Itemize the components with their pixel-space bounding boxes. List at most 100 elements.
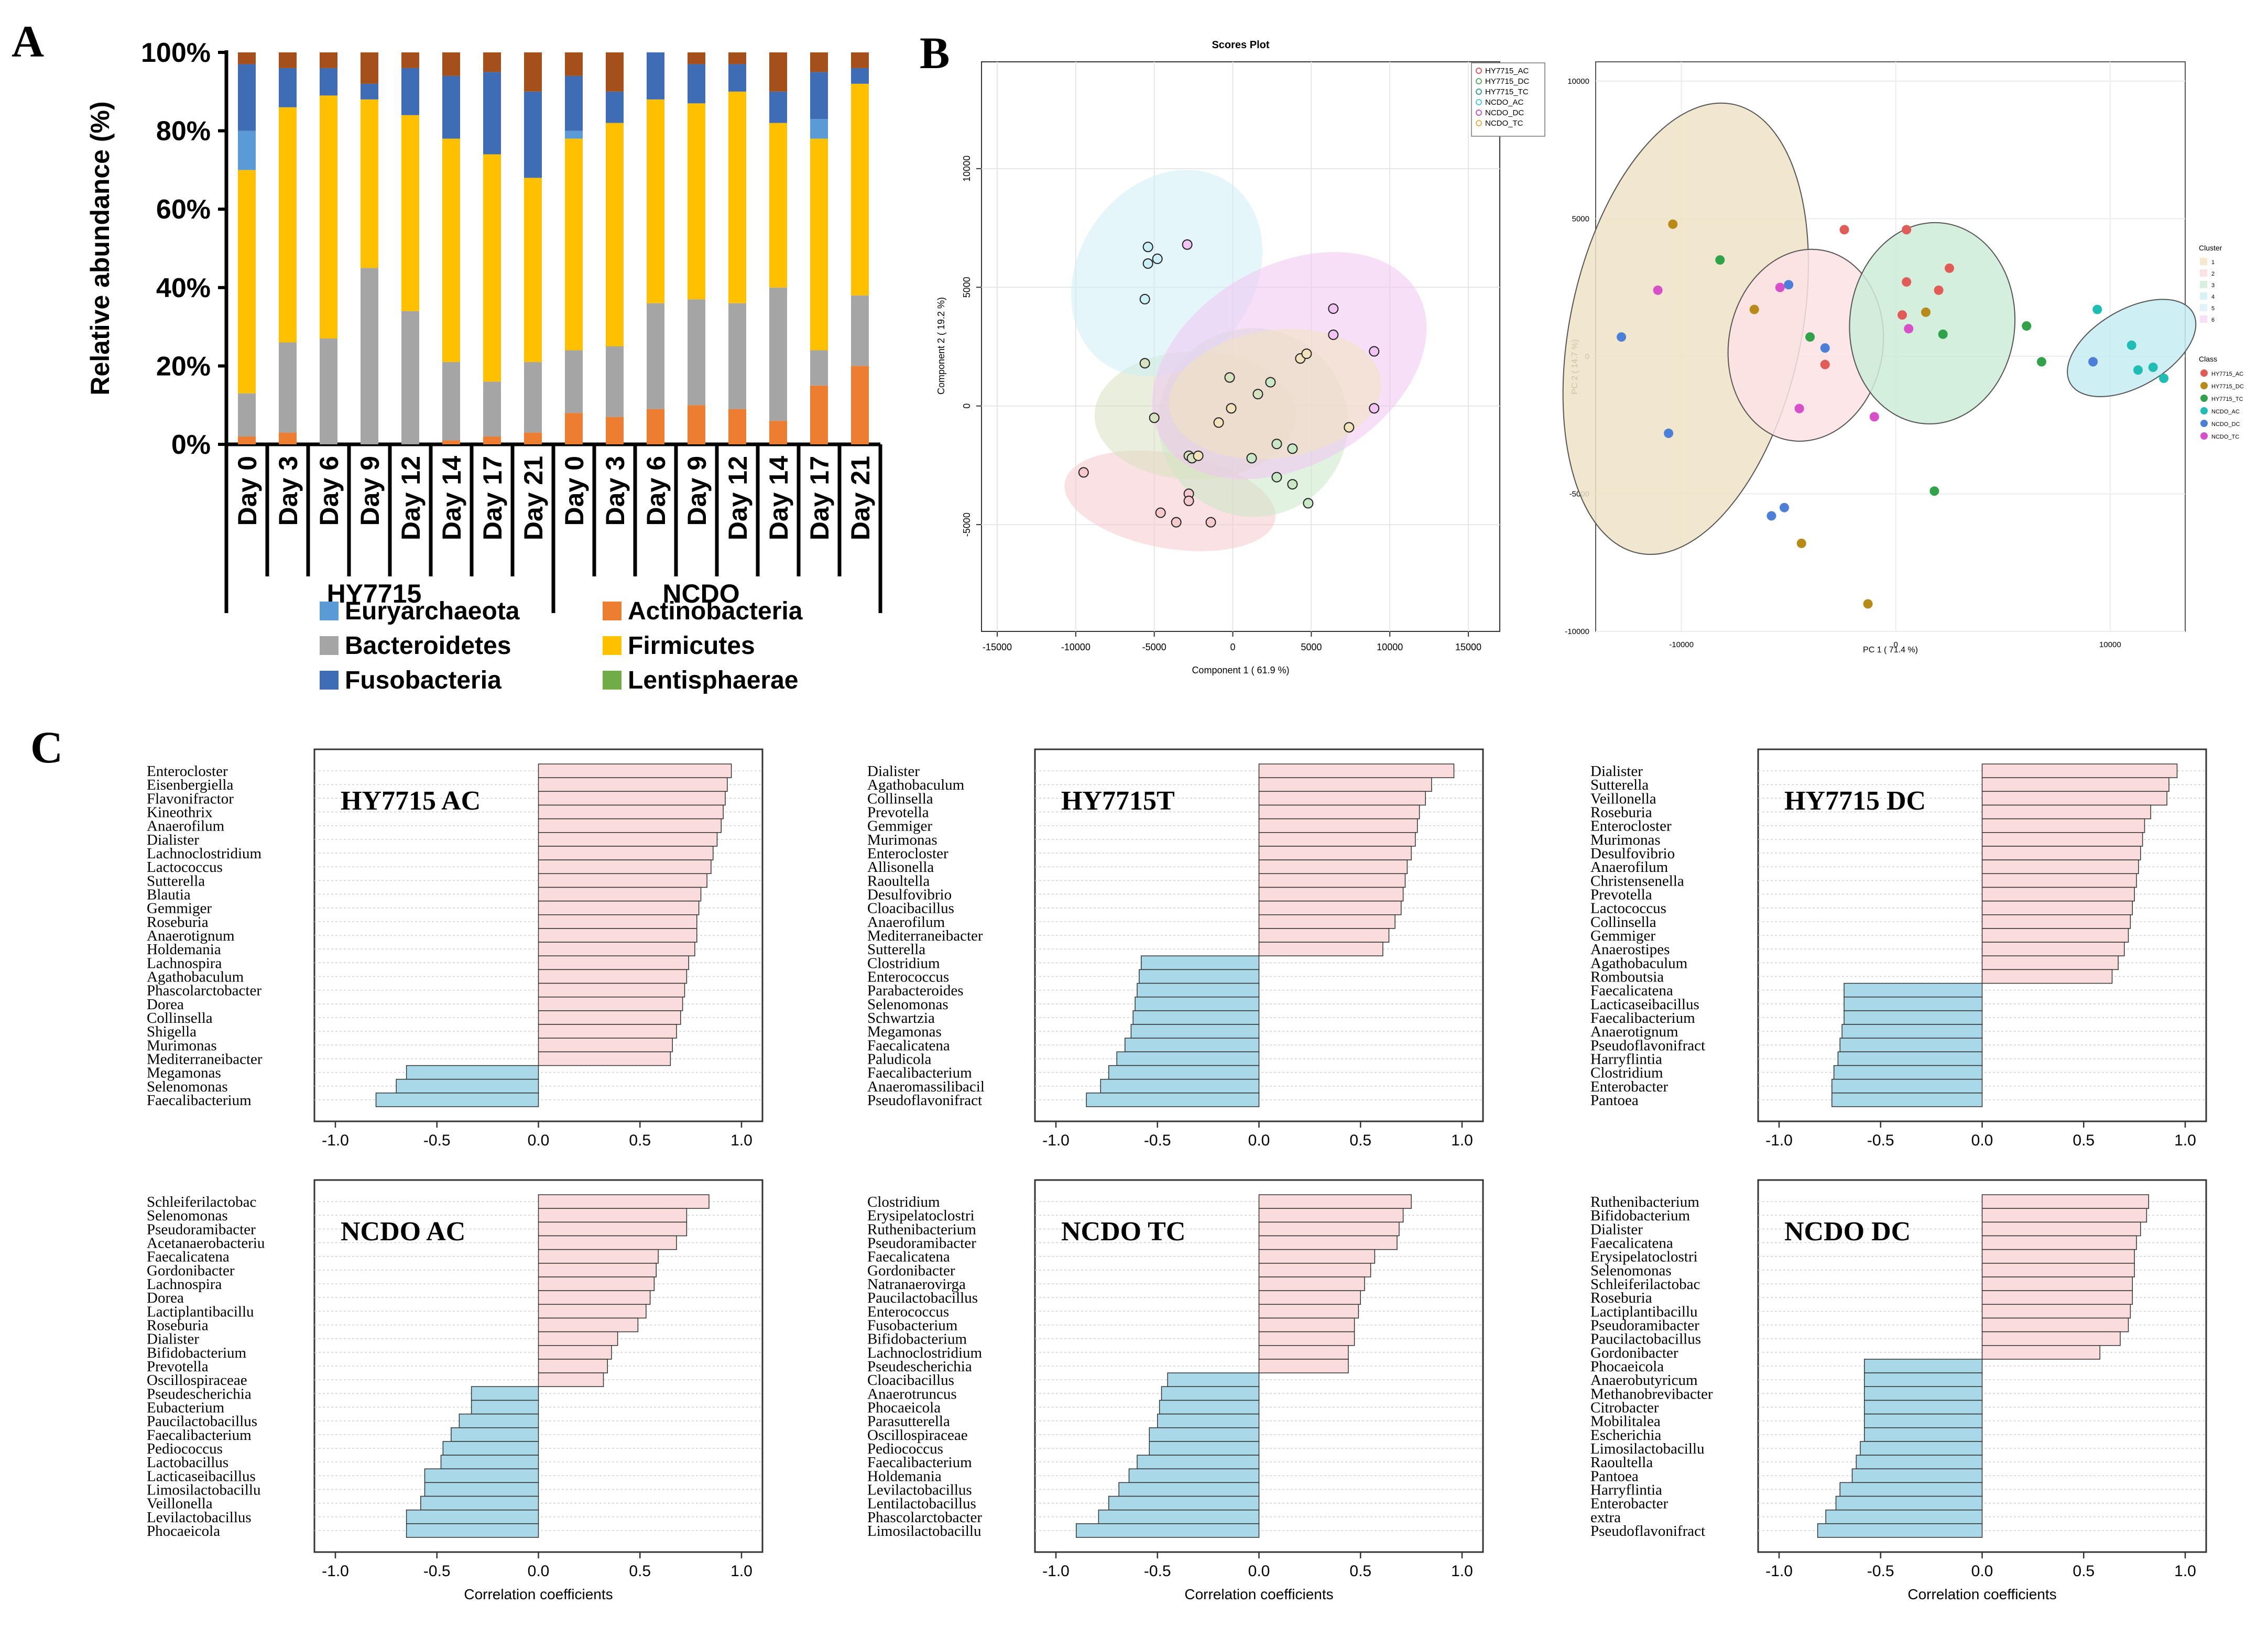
data-point [1078, 467, 1089, 478]
category-label: Anaerotruncus [867, 1385, 957, 1402]
bar-segment-actinobacteria [524, 432, 542, 444]
category-label: Lachnoclostridium [867, 1345, 983, 1361]
category-label: Lactiplantibacillu [147, 1303, 254, 1320]
x-tick-label: 15000 [1455, 642, 1481, 652]
x-tick-label: 0 [1894, 640, 1898, 649]
correlation-bar [1258, 1304, 1359, 1319]
correlation-bar [1981, 1276, 2133, 1291]
category-label: Shigella [147, 1023, 197, 1040]
x-tick-label: 1.0 [730, 1132, 753, 1149]
bar-segment-firmicutes [442, 138, 460, 362]
x-tick-label: 10000 [2099, 640, 2121, 649]
legend-class-marker [2200, 369, 2208, 377]
x-tick-label: 0.5 [2073, 1563, 2095, 1580]
bar-segment-euryarchaeota [565, 130, 583, 139]
data-point [1182, 239, 1193, 250]
category-label: Acetanaerobacteriu [147, 1235, 265, 1252]
correlation-bar [451, 1427, 539, 1442]
bar-segment-fusobacteria [524, 91, 542, 178]
x-tick-label: Day 12 [396, 456, 426, 540]
panel-label-b: B [920, 28, 950, 78]
group-label: NCDO [662, 579, 739, 608]
correlation-bar [1108, 1065, 1260, 1080]
category-label: Dialister [1590, 1221, 1643, 1238]
data-point [1246, 453, 1257, 464]
category-label: Anaerofilum [867, 914, 945, 931]
data-point [1271, 439, 1282, 450]
x-tick-label: Day 6 [641, 456, 671, 526]
category-label: Natranaerovirga [867, 1276, 966, 1293]
category-label: Pseudoramibacter [147, 1221, 256, 1238]
bar-segment-other [238, 52, 256, 64]
legend-class-label: NCDO_DC [2211, 421, 2240, 428]
correlation-chart-1: EnteroclosterEisenbergiellaFlavonifracto… [147, 748, 764, 1149]
data-point [1796, 538, 1806, 548]
correlation-bar [471, 1400, 539, 1415]
correlation-bar [538, 1221, 688, 1237]
data-point [1183, 495, 1194, 506]
correlation-bar [1981, 969, 2113, 984]
bar-segment-firmicutes [320, 95, 337, 339]
data-point [1929, 486, 1939, 496]
correlation-bar [538, 1235, 677, 1250]
correlation-bar [538, 818, 722, 833]
bar-segment-bacteroidetes [483, 381, 501, 437]
y-tick-label: -10000 [1565, 627, 1589, 636]
category-label: Pantoea [1590, 1092, 1639, 1109]
data-point [1287, 479, 1298, 490]
correlation-bar [1258, 1345, 1349, 1360]
correlation-bar [1981, 1208, 2147, 1223]
correlation-bar [538, 1038, 673, 1053]
category-label: Veillonella [1590, 790, 1656, 807]
data-point [1271, 472, 1282, 483]
x-tick-label: -1.0 [1765, 1132, 1793, 1149]
category-label: Anaerofilum [1590, 859, 1669, 876]
legend-label: NCDO_TC [1485, 119, 1523, 128]
group-label: HY7715 [327, 579, 422, 608]
data-point [1224, 372, 1235, 383]
correlation-bar [1125, 1038, 1260, 1053]
correlation-bar [1817, 1523, 1983, 1538]
correlation-bar [538, 942, 695, 956]
bar-segment-actinobacteria [606, 417, 624, 444]
category-label: Enterocloster [147, 763, 228, 780]
correlation-bar [1981, 1263, 2135, 1277]
category-label: Holdemania [867, 1468, 942, 1484]
correlation-bar [538, 873, 707, 888]
bar-segment-actinobacteria [769, 421, 787, 444]
x-tick-label: 1.0 [1451, 1132, 1473, 1149]
correlation-bar [1981, 1235, 2137, 1250]
category-label: Lacticaseibacillus [1590, 996, 1699, 1013]
legend-cluster-swatch [2200, 258, 2207, 265]
legend-class-label: HY7715_TC [2211, 396, 2243, 402]
correlation-bar [538, 900, 700, 915]
correlation-bar [1258, 1263, 1371, 1277]
x-tick-label: Day 14 [437, 456, 466, 540]
x-tick-label: 1.0 [2174, 1132, 2196, 1149]
correlation-bar [1864, 1427, 1983, 1442]
correlation-bar [1141, 955, 1260, 970]
bar-segment-other [565, 52, 583, 76]
correlation-bar [1981, 1317, 2129, 1333]
correlation-bar [1118, 1482, 1260, 1497]
data-point [1820, 343, 1830, 353]
bar-segment-firmicutes [688, 103, 705, 300]
y-tick-label: 20% [156, 351, 211, 381]
x-tick-label: 0.0 [1248, 1563, 1270, 1580]
correlation-bar [1864, 1372, 1983, 1387]
category-label: Parasutterella [867, 1413, 950, 1430]
data-point [1902, 277, 1912, 287]
legend-label: Actinobacteria [628, 597, 803, 625]
category-label: Faecalibacterium [867, 1454, 972, 1471]
category-label: Lactococcus [147, 859, 223, 876]
correlation-bar [1864, 1359, 1983, 1373]
data-point [2127, 340, 2136, 350]
correlation-bar [1981, 832, 2143, 847]
category-label: Allisonella [867, 859, 934, 876]
x-tick-label: -0.5 [1144, 1563, 1171, 1580]
category-label: Raoultella [1590, 1454, 1653, 1471]
x-tick-label: -5000 [1142, 642, 1166, 652]
category-label: Ruthenibacterium [1590, 1194, 1699, 1210]
category-label: Murimonas [867, 832, 937, 848]
data-point [1869, 412, 1879, 422]
